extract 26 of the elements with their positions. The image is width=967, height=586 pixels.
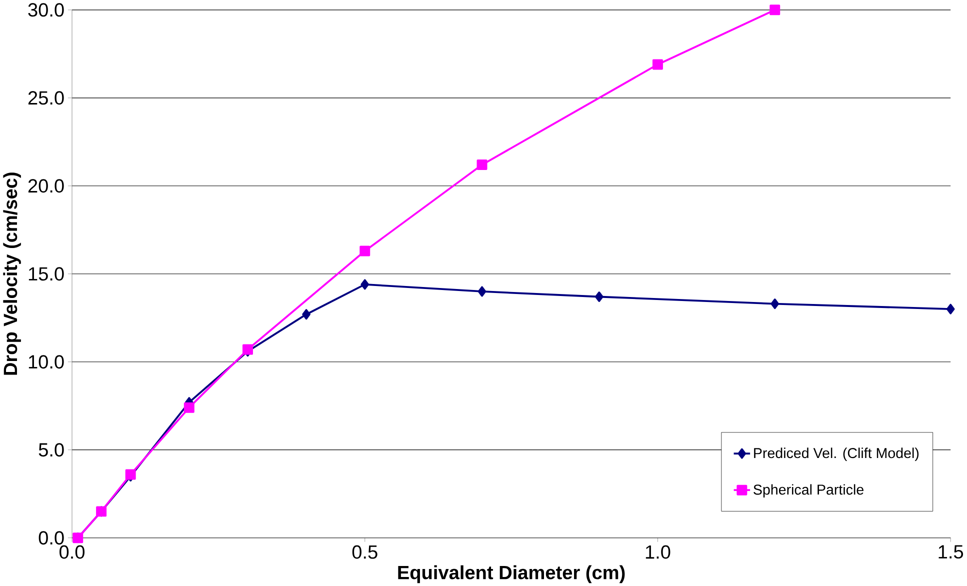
point [302, 308, 310, 320]
y-tick-label: 10.0 [28, 355, 64, 368]
point [360, 279, 370, 290]
y-tick-label: 30.0 [28, 3, 64, 17]
y-tick-label: 20.0 [28, 179, 64, 193]
y-tick-label: 5.0 [38, 442, 64, 456]
y-tick-label: 25.0 [28, 91, 64, 105]
x-tick-label: 1.0 [646, 545, 670, 559]
y-axis-title: Drop Velocity (cm/sec) [3, 172, 21, 375]
y-tick-label: 15.0 [28, 267, 64, 281]
point [184, 402, 194, 413]
point [946, 304, 955, 314]
point [478, 286, 486, 297]
x-axis-title: Equivalent Diameter (cm) [398, 565, 625, 583]
x-tick-label: 1.5 [938, 545, 964, 558]
x-tick-label: 0.5 [352, 545, 378, 559]
point [770, 298, 780, 309]
point [476, 159, 488, 170]
y-tick-label: 0.0 [38, 530, 64, 544]
legend-label: Spherical Particle [754, 484, 864, 498]
x-tick-label: 0.0 [60, 545, 85, 559]
point [360, 246, 370, 256]
point [770, 4, 780, 16]
point [594, 291, 604, 302]
legend-label: Prediced Vel. (Clift Model) [754, 448, 919, 461]
point [652, 59, 663, 70]
